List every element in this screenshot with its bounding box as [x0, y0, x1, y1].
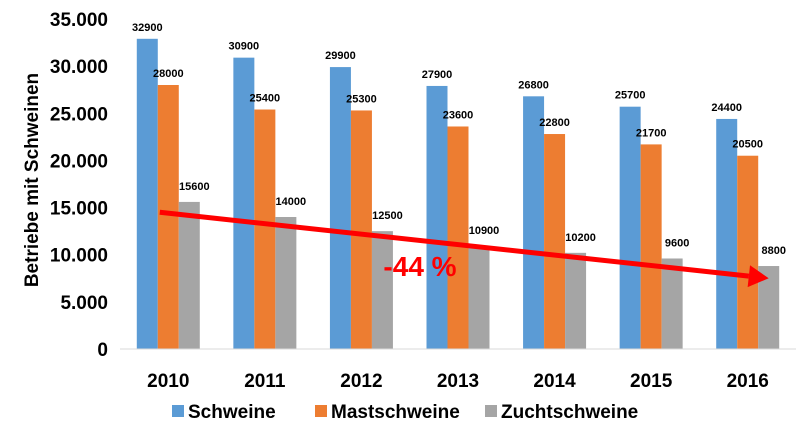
x-tick-label: 2014: [533, 371, 576, 392]
y-tick-label: 20.000: [50, 151, 108, 172]
legend-swatch: [315, 405, 327, 417]
trend-annotation: -44 %: [159, 209, 769, 288]
bar-zuchtschweine-2012: [371, 231, 393, 349]
bar-mastschweine-2011: [254, 109, 276, 349]
data-label: 12500: [372, 210, 403, 222]
data-label: 25700: [615, 90, 646, 102]
bar-zuchtschweine-2015: [661, 258, 683, 349]
y-tick-label: 10.000: [50, 246, 108, 267]
bar-zuchtschweine-2013: [468, 246, 490, 349]
data-label: 23600: [443, 109, 474, 121]
bar-mastschweine-2013: [447, 126, 469, 349]
bar-zuchtschweine-2016: [758, 266, 780, 349]
legend-swatch: [485, 405, 497, 417]
data-label: 8800: [761, 245, 785, 257]
trend-arrow-line: [159, 209, 750, 279]
y-tick-label: 5.000: [60, 293, 108, 314]
data-label: 27900: [422, 69, 453, 81]
data-label: 28000: [153, 68, 184, 80]
data-label: 24400: [711, 102, 742, 114]
data-label: 25300: [346, 93, 377, 105]
data-label: 14000: [276, 196, 307, 208]
data-label: 21700: [636, 127, 667, 139]
data-label: 9600: [665, 237, 689, 249]
y-tick-label: 15.000: [50, 199, 108, 220]
bar-schweine-2014: [523, 96, 545, 349]
bar-schweine-2010: [136, 38, 158, 350]
legend: Schweine Mastschweine Zuchtschweine: [172, 402, 638, 423]
data-label: 22800: [539, 117, 570, 129]
data-label: 25400: [250, 93, 281, 105]
bar-zuchtschweine-2011: [275, 217, 297, 349]
legend-swatch: [172, 405, 184, 417]
trend-annotation-text: -44 %: [383, 251, 456, 282]
x-tick-label: 2016: [727, 371, 769, 392]
legend-label: Schweine: [188, 402, 276, 423]
y-tick-label: 25.000: [50, 104, 108, 125]
x-tick-label: 2012: [340, 371, 382, 392]
x-tick-label: 2010: [147, 371, 189, 392]
y-axis-label: Betriebe mit Schweinen: [22, 73, 43, 287]
bar-mastschweine-2016: [737, 155, 759, 349]
bar-schweine-2015: [619, 106, 641, 349]
data-labels: 32900 28000 15600 30900 25400 14000 29900 25300…: [132, 22, 786, 257]
data-label: 29900: [325, 50, 356, 62]
data-label: 15600: [179, 181, 210, 193]
bar-zuchtschweine-2014: [565, 252, 587, 349]
data-label: 10900: [469, 225, 500, 237]
bars: [136, 38, 780, 350]
bar-mastschweine-2012: [350, 110, 372, 349]
data-label: 30900: [229, 41, 260, 53]
y-axis-ticks: 0 5.000 10.000 15.000 20.000 25.000 30.000 35.0…: [50, 10, 108, 361]
bar-schweine-2011: [233, 57, 255, 350]
bar-schweine-2012: [329, 67, 351, 349]
data-label: 10200: [565, 232, 596, 244]
data-label: 20500: [732, 139, 763, 151]
bar-zuchtschweine-2010: [178, 201, 200, 349]
x-tick-label: 2013: [437, 371, 479, 392]
y-tick-label: 35.000: [50, 10, 108, 31]
legend-label: Mastschweine: [331, 402, 460, 423]
y-tick-label: 30.000: [50, 57, 108, 78]
data-label: 32900: [132, 22, 163, 34]
legend-label: Zuchtschweine: [501, 402, 638, 423]
x-tick-label: 2015: [630, 371, 673, 392]
y-tick-label: 0: [97, 340, 108, 361]
bar-schweine-2013: [426, 85, 448, 349]
x-tick-label: 2011: [244, 371, 286, 392]
data-label: 26800: [518, 79, 549, 91]
trend-arrow-head: [747, 265, 769, 288]
bar-mastschweine-2010: [157, 85, 179, 349]
bar-mastschweine-2014: [544, 134, 566, 349]
bar-mastschweine-2015: [640, 144, 662, 349]
bar-schweine-2016: [716, 118, 738, 349]
x-axis-ticks: 2010 2011 2012 2013 2014 2015 2016: [147, 371, 769, 392]
